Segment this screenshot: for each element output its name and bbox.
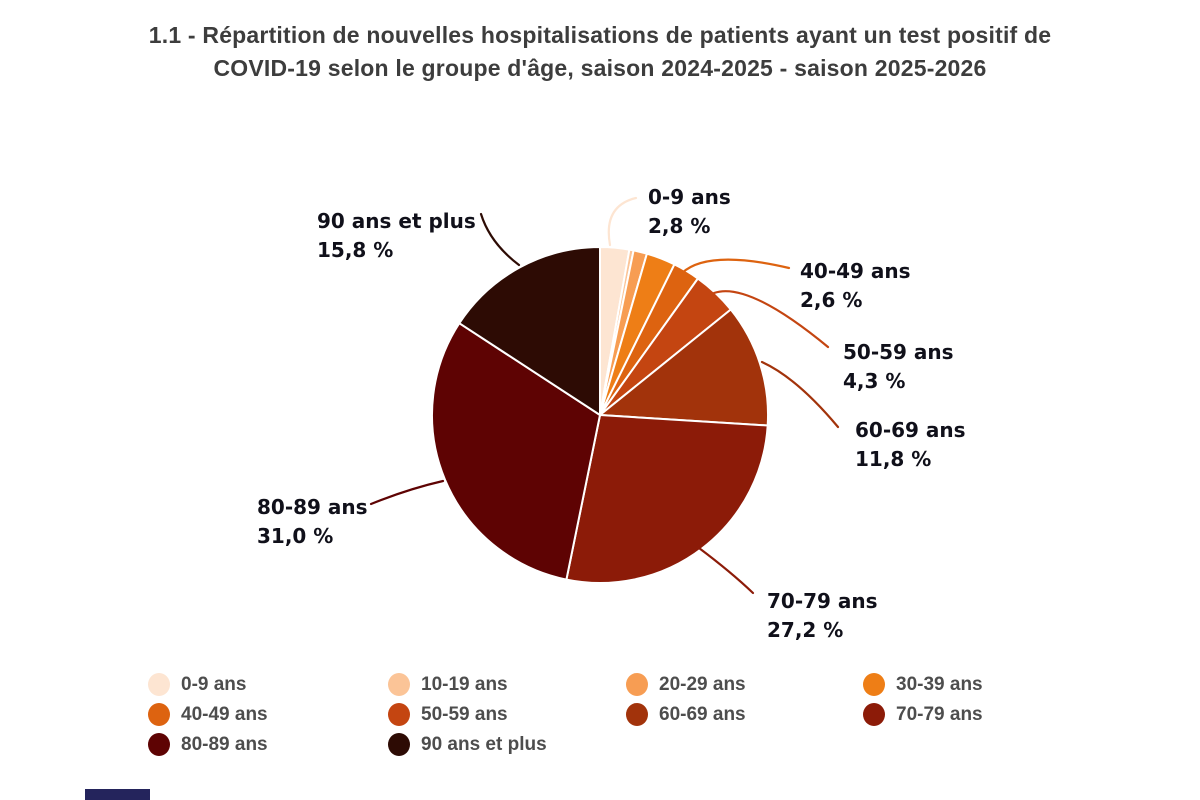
slice-label-90 ans et plus: 90 ans et plus 15,8 % (317, 207, 476, 265)
pie-slice-70-79 ans (565, 414, 769, 584)
slice-label-value: 27,2 % (767, 618, 844, 642)
slice-label-value: 2,8 % (648, 214, 711, 238)
legend-item-10-19 ans: 10-19 ans (388, 673, 508, 696)
legend-swatch-icon (388, 703, 410, 726)
legend-item-50-59 ans: 50-59 ans (388, 703, 508, 726)
chart-title-line1: 1.1 - Répartition de nouvelles hospitali… (148, 22, 1052, 48)
slice-label-0-9 ans: 0-9 ans 2,8 % (648, 183, 731, 241)
chart-title-line2: COVID-19 selon le groupe d'âge, saison 2… (213, 55, 987, 81)
legend-label: 0-9 ans (181, 673, 247, 695)
legend-item-40-49 ans: 40-49 ans (148, 703, 268, 726)
slice-label-value: 11,8 % (855, 447, 932, 471)
slice-label-50-59 ans: 50-59 ans 4,3 % (843, 338, 954, 396)
slice-label-value: 15,8 % (317, 238, 394, 262)
legend-item-80-89 ans: 80-89 ans (148, 733, 268, 756)
legend-item-60-69 ans: 60-69 ans (626, 703, 746, 726)
legend-item-90 ans et plus: 90 ans et plus (388, 733, 547, 756)
slice-label-category: 50-59 ans (843, 340, 954, 364)
slice-label-value: 31,0 % (257, 524, 334, 548)
legend-swatch-icon (626, 673, 648, 696)
legend-label: 40-49 ans (181, 703, 268, 725)
legend-label: 80-89 ans (181, 733, 268, 755)
leader-line-0-9 ans (607, 196, 638, 247)
legend-swatch-icon (148, 673, 170, 696)
legend-swatch-icon (148, 703, 170, 726)
leader-line-90 ans et plus (479, 212, 521, 267)
slice-label-category: 40-49 ans (800, 259, 911, 283)
slice-label-category: 90 ans et plus (317, 209, 476, 233)
legend-item-30-39 ans: 30-39 ans (863, 673, 983, 696)
slice-label-category: 0-9 ans (648, 185, 731, 209)
leader-line-70-79 ans (697, 546, 755, 595)
legend-swatch-icon (863, 703, 885, 726)
slice-label-category: 70-79 ans (767, 589, 878, 613)
slice-label-category: 80-89 ans (257, 495, 368, 519)
legend-label: 30-39 ans (896, 673, 983, 695)
legend-item-0-9 ans: 0-9 ans (148, 673, 246, 696)
legend-item-20-29 ans: 20-29 ans (626, 673, 746, 696)
chart-title: 1.1 - Répartition de nouvelles hospitali… (0, 19, 1200, 85)
legend-item-70-79 ans: 70-79 ans (863, 703, 983, 726)
legend-label: 70-79 ans (896, 703, 983, 725)
slice-label-category: 60-69 ans (855, 418, 966, 442)
slice-label-60-69 ans: 60-69 ans 11,8 % (855, 416, 966, 474)
footer-bar-fragment (85, 789, 150, 800)
legend-swatch-icon (388, 733, 410, 756)
pie-slice-90 ans et plus (458, 246, 601, 416)
legend-label: 50-59 ans (421, 703, 508, 725)
legend-swatch-icon (626, 703, 648, 726)
leader-line-80-89 ans (369, 479, 445, 506)
legend-label: 10-19 ans (421, 673, 508, 695)
legend-label: 20-29 ans (659, 673, 746, 695)
legend-label: 90 ans et plus (421, 733, 547, 755)
leader-line-50-59 ans (712, 290, 830, 349)
legend-swatch-icon (863, 673, 885, 696)
slice-label-80-89 ans: 80-89 ans 31,0 % (257, 493, 368, 551)
legend-label: 60-69 ans (659, 703, 746, 725)
slice-label-40-49 ans: 40-49 ans 2,6 % (800, 257, 911, 315)
leader-line-40-49 ans (680, 258, 791, 275)
leader-line-60-69 ans (760, 360, 840, 429)
slice-label-value: 4,3 % (843, 369, 906, 393)
legend-swatch-icon (388, 673, 410, 696)
pie-slice-60-69 ans (599, 308, 770, 427)
slice-label-value: 2,6 % (800, 288, 863, 312)
slice-label-70-79 ans: 70-79 ans 27,2 % (767, 587, 878, 645)
legend-swatch-icon (148, 733, 170, 756)
pie-slice-80-89 ans (431, 322, 601, 581)
